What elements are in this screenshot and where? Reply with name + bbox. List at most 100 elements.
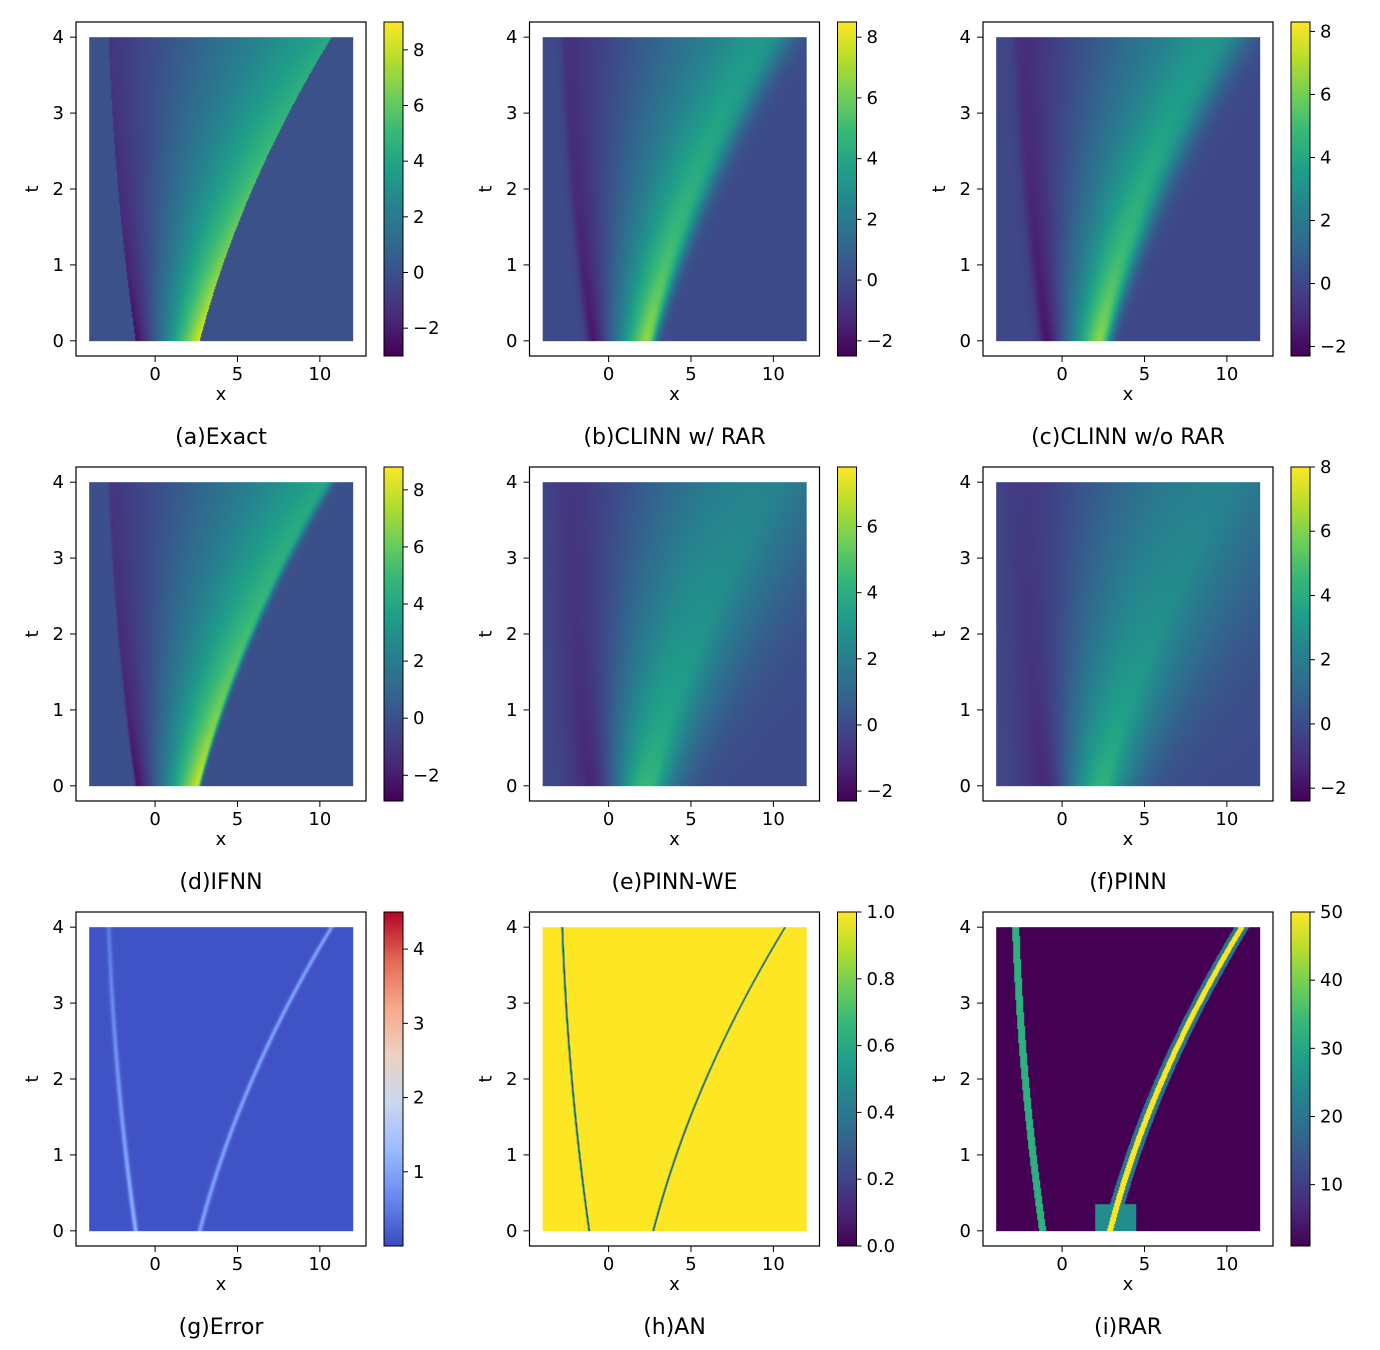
y-tick-label: 4 <box>506 472 517 493</box>
colorbar-tick-label: 0 <box>1320 274 1331 295</box>
x-tick-label: 10 <box>1215 1254 1238 1275</box>
x-tick-label: 0 <box>149 1254 160 1275</box>
y-tick-label: 4 <box>960 472 971 493</box>
x-tick-label: 0 <box>1056 809 1067 830</box>
x-tick-label: 5 <box>232 364 243 385</box>
y-tick-label: 3 <box>960 548 971 569</box>
colorbar-tick-label: 4 <box>413 594 424 615</box>
colorbar-tick-label: 20 <box>1320 1106 1343 1127</box>
colorbar-tick-label: 0 <box>867 715 878 736</box>
x-axis-label: x <box>669 384 680 405</box>
x-tick-label: 0 <box>1056 1254 1067 1275</box>
panel-caption: (a)Exact <box>175 425 267 450</box>
y-tick-label: 2 <box>53 1069 64 1090</box>
x-tick-label: 10 <box>762 1254 785 1275</box>
heatmap-g <box>89 927 354 1232</box>
heatmap-c <box>996 37 1261 342</box>
y-tick-label: 4 <box>53 917 64 938</box>
colorbar-tick-label: −2 <box>867 331 894 352</box>
heatmap-d <box>89 482 354 787</box>
panel-h: 0 5 10 0 1 2 3 4 x t (h)AN 0.0 0.2 0.4 0.6 0.8 1.0 <box>476 902 896 1340</box>
colorbar-tick-label: 2 <box>867 649 878 670</box>
colorbar-tick-label: 3 <box>413 1013 424 1034</box>
colorbar-tick-label: 2 <box>1320 650 1331 671</box>
y-axis-label: t <box>22 185 43 192</box>
colorbar-tick-label: 0 <box>867 270 878 291</box>
x-tick-label: 0 <box>603 1254 614 1275</box>
x-axis-label: x <box>216 1274 227 1295</box>
colorbar-tick-label: 2 <box>413 207 424 228</box>
y-tick-label: 4 <box>960 27 971 48</box>
y-tick-label: 0 <box>53 1221 64 1242</box>
y-axis-label: t <box>929 630 950 637</box>
colorbar-d <box>383 466 404 802</box>
y-tick-label: 4 <box>506 27 517 48</box>
x-tick-label: 10 <box>1215 809 1238 830</box>
y-tick-label: 3 <box>960 103 971 124</box>
colorbar-tick-label: 40 <box>1320 970 1343 991</box>
y-tick-label: 2 <box>506 179 517 200</box>
colorbar-tick-label: 4 <box>867 583 878 604</box>
x-tick-label: 10 <box>762 364 785 385</box>
y-tick-label: 1 <box>53 700 64 721</box>
x-axis-label: x <box>1123 829 1134 850</box>
x-tick-label: 0 <box>149 809 160 830</box>
y-tick-label: 3 <box>53 103 64 124</box>
colorbar-tick-label: 1.0 <box>867 902 896 923</box>
colorbar-tick-label: 30 <box>1320 1038 1343 1059</box>
panel-caption: (g)Error <box>179 1315 265 1340</box>
colorbar-tick-label: 2 <box>413 651 424 672</box>
y-tick-label: 0 <box>53 331 64 352</box>
y-axis-label: t <box>476 1075 497 1082</box>
colorbar-tick-label: 0.2 <box>867 1169 896 1190</box>
colorbar-tick-label: 0 <box>413 263 424 284</box>
colorbar-tick-label: 0 <box>1320 714 1331 735</box>
colorbar-tick-label: 10 <box>1320 1175 1343 1196</box>
x-axis-label: x <box>1123 384 1134 405</box>
colorbar-b <box>837 21 857 357</box>
y-axis-label: t <box>929 185 950 192</box>
y-tick-label: 1 <box>506 255 517 276</box>
colorbar-tick-label: 4 <box>1320 585 1331 606</box>
colorbar-tick-label: −2 <box>413 318 440 339</box>
x-tick-label: 5 <box>1139 1254 1150 1275</box>
y-axis-label: t <box>22 630 43 637</box>
colorbar-tick-label: 6 <box>867 517 878 538</box>
colorbar-tick-label: 8 <box>1320 21 1331 42</box>
panel-f: 0 5 10 0 1 2 3 4 x t (f)PINN −2 0 2 4 6 8 <box>929 457 1347 895</box>
colorbar-g <box>383 911 404 1247</box>
y-tick-label: 3 <box>506 548 517 569</box>
colorbar-tick-label: 2 <box>413 1088 424 1109</box>
colorbar-tick-label: 6 <box>1320 84 1331 105</box>
colorbar-tick-label: 4 <box>1320 147 1331 168</box>
heatmap-i <box>996 927 1261 1232</box>
colorbar-tick-label: 0.6 <box>867 1036 896 1057</box>
colorbar-tick-label: 4 <box>867 149 878 170</box>
colorbar-tick-label: 6 <box>867 88 878 109</box>
x-tick-label: 10 <box>762 809 785 830</box>
colorbar-tick-label: 6 <box>413 96 424 117</box>
y-tick-label: 4 <box>960 917 971 938</box>
y-tick-label: 0 <box>960 776 971 797</box>
colorbar-c <box>1290 21 1311 357</box>
y-tick-label: 1 <box>506 1145 517 1166</box>
colorbar-tick-label: 8 <box>1320 457 1331 478</box>
colorbar-tick-label: 4 <box>413 939 424 960</box>
x-tick-label: 0 <box>603 364 614 385</box>
panel-i: 0 5 10 0 1 2 3 4 x t (i)RAR 10 20 30 40 50 <box>929 902 1343 1340</box>
x-tick-label: 5 <box>1139 809 1150 830</box>
x-tick-label: 5 <box>232 1254 243 1275</box>
y-tick-label: 0 <box>960 331 971 352</box>
y-tick-label: 4 <box>506 917 517 938</box>
x-tick-label: 0 <box>603 809 614 830</box>
colorbar-f <box>1290 466 1311 802</box>
colorbar-tick-label: 0.0 <box>867 1236 896 1257</box>
colorbar-tick-label: 1 <box>413 1162 424 1183</box>
panel-e: 0 5 10 0 1 2 3 4 x t (e)PINN-WE −2 0 2 4 6 <box>476 466 894 895</box>
panel-a: 0 5 10 0 1 2 3 4 x t (a)Exact −2 0 2 4 6 8 <box>22 21 440 450</box>
x-tick-label: 10 <box>308 364 331 385</box>
colorbar-tick-label: −2 <box>867 781 894 802</box>
x-tick-label: 5 <box>685 809 696 830</box>
x-tick-label: 10 <box>308 809 331 830</box>
